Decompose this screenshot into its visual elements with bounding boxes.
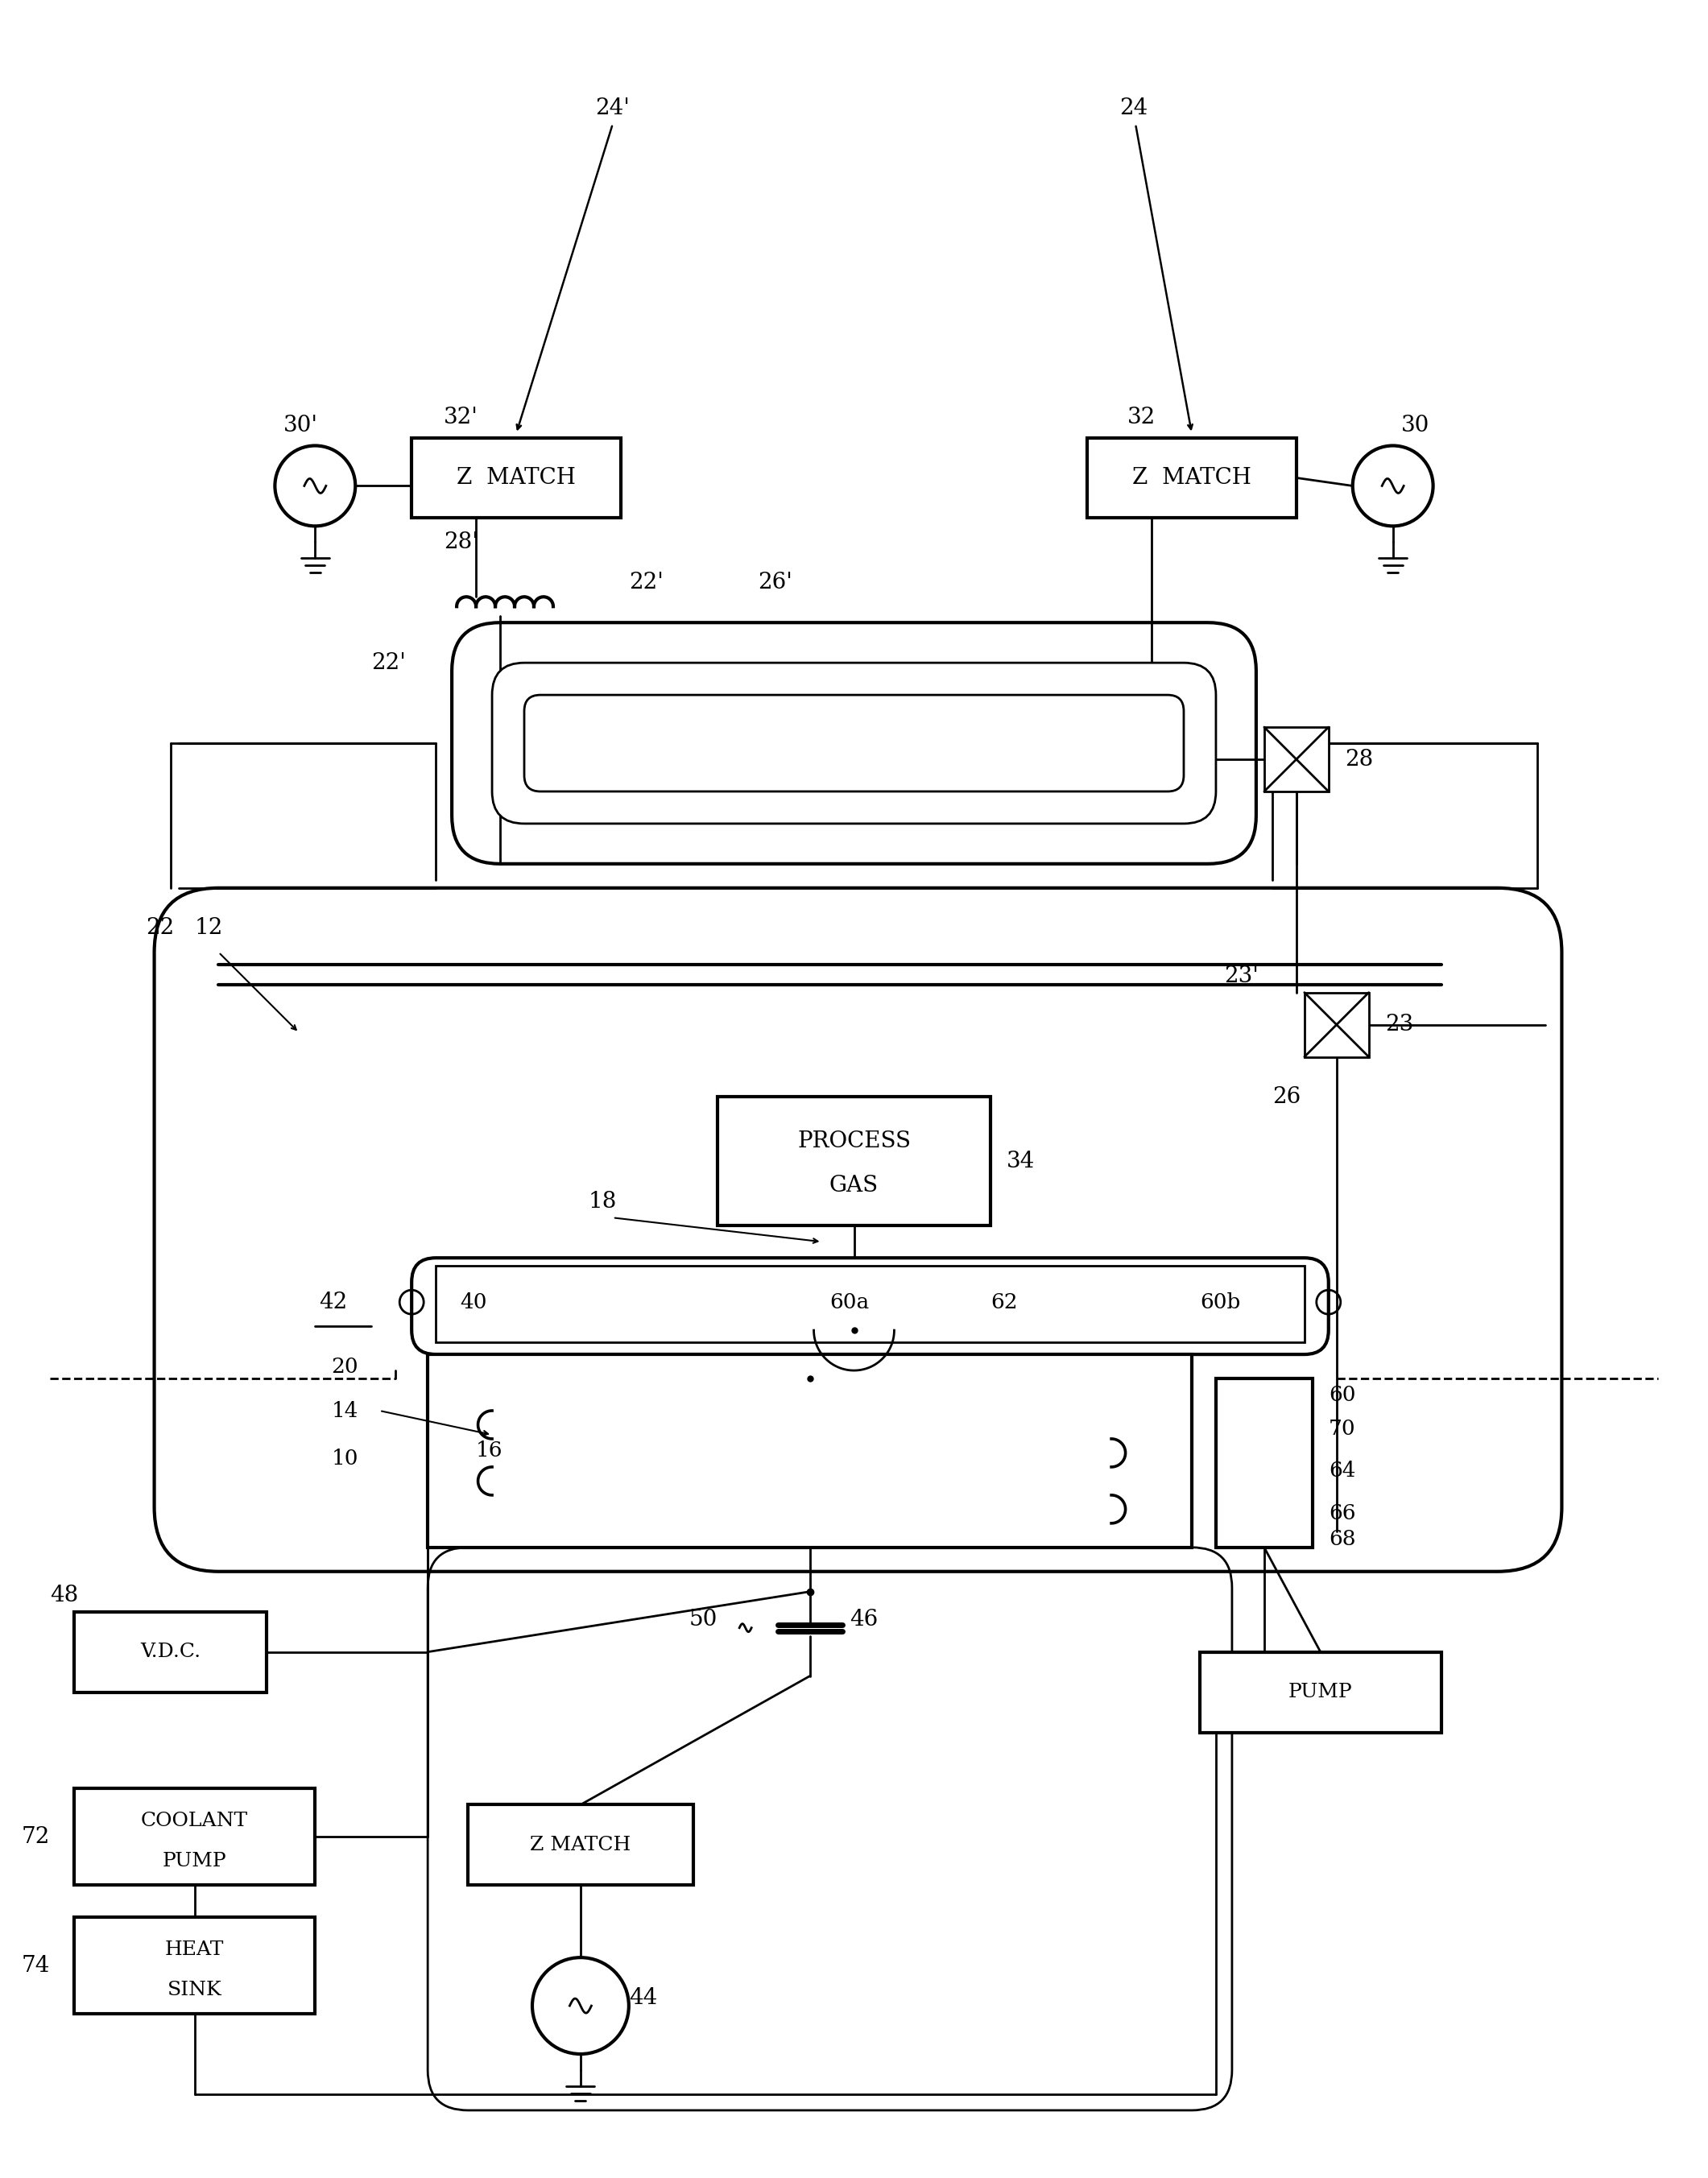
Bar bbox=[73, 1917, 316, 2015]
Text: 48: 48 bbox=[50, 1586, 79, 1607]
Text: 32': 32' bbox=[444, 407, 478, 429]
Text: 30': 30' bbox=[284, 414, 318, 436]
Text: 26': 26' bbox=[757, 571, 793, 592]
Bar bbox=[1088, 438, 1296, 518]
Text: PUMP: PUMP bbox=[1288, 1684, 1353, 1701]
Text: SINK: SINK bbox=[167, 1980, 222, 1999]
Text: Z MATCH: Z MATCH bbox=[529, 1836, 630, 1853]
Text: 66: 66 bbox=[1329, 1503, 1356, 1522]
Bar bbox=[1216, 1379, 1312, 1546]
FancyBboxPatch shape bbox=[492, 662, 1216, 823]
Text: 60: 60 bbox=[1329, 1385, 1356, 1405]
FancyBboxPatch shape bbox=[154, 889, 1561, 1573]
Bar bbox=[717, 1098, 991, 1226]
Text: 22': 22' bbox=[371, 651, 407, 673]
Text: 28: 28 bbox=[1344, 749, 1373, 771]
Text: 50: 50 bbox=[688, 1610, 717, 1631]
Text: COOLANT: COOLANT bbox=[140, 1812, 248, 1830]
Text: Z  MATCH: Z MATCH bbox=[1132, 466, 1252, 488]
Text: 12: 12 bbox=[195, 917, 224, 939]
Text: 34: 34 bbox=[1006, 1150, 1035, 1172]
Bar bbox=[73, 1612, 266, 1692]
Text: 30: 30 bbox=[1401, 414, 1430, 436]
Bar bbox=[468, 1806, 693, 1886]
Text: 23': 23' bbox=[1225, 965, 1259, 987]
Text: GAS: GAS bbox=[830, 1174, 878, 1196]
Text: 60b: 60b bbox=[1199, 1292, 1240, 1311]
Text: 46: 46 bbox=[851, 1610, 878, 1631]
Text: 28': 28' bbox=[444, 531, 478, 553]
Text: 70: 70 bbox=[1329, 1418, 1356, 1440]
Bar bbox=[427, 1355, 1192, 1546]
Text: 22': 22' bbox=[629, 571, 663, 592]
Text: 10: 10 bbox=[331, 1448, 359, 1468]
Text: 23: 23 bbox=[1385, 1013, 1413, 1035]
Text: 20: 20 bbox=[331, 1357, 359, 1376]
Text: 74: 74 bbox=[20, 1954, 50, 1975]
Text: 24: 24 bbox=[1119, 98, 1148, 120]
Text: HEAT: HEAT bbox=[166, 1941, 224, 1958]
Text: 14: 14 bbox=[331, 1400, 359, 1420]
Bar bbox=[1199, 1651, 1442, 1732]
Text: 32: 32 bbox=[1127, 407, 1156, 429]
Text: 60a: 60a bbox=[830, 1292, 869, 1311]
Text: 72: 72 bbox=[20, 1825, 50, 1847]
Bar bbox=[73, 1788, 316, 1886]
Text: PROCESS: PROCESS bbox=[798, 1130, 910, 1152]
Bar bbox=[412, 438, 620, 518]
Text: 40: 40 bbox=[459, 1292, 487, 1311]
Bar bbox=[436, 1265, 1305, 1342]
Text: 24': 24' bbox=[596, 98, 630, 120]
FancyBboxPatch shape bbox=[453, 623, 1255, 865]
Text: 22: 22 bbox=[147, 917, 174, 939]
Bar bbox=[1305, 993, 1368, 1056]
FancyBboxPatch shape bbox=[524, 695, 1184, 791]
FancyBboxPatch shape bbox=[412, 1259, 1329, 1355]
Text: V.D.C.: V.D.C. bbox=[140, 1642, 200, 1662]
Text: 16: 16 bbox=[477, 1442, 502, 1461]
Text: 68: 68 bbox=[1329, 1529, 1356, 1549]
Text: Z  MATCH: Z MATCH bbox=[456, 466, 576, 488]
Text: 64: 64 bbox=[1329, 1461, 1356, 1481]
Text: 44: 44 bbox=[629, 1986, 658, 2008]
Text: 26: 26 bbox=[1272, 1087, 1300, 1109]
Bar bbox=[1264, 727, 1329, 791]
Text: 62: 62 bbox=[991, 1292, 1018, 1311]
Text: 42: 42 bbox=[319, 1292, 347, 1313]
Text: PUMP: PUMP bbox=[162, 1851, 227, 1871]
Text: 18: 18 bbox=[589, 1191, 617, 1213]
